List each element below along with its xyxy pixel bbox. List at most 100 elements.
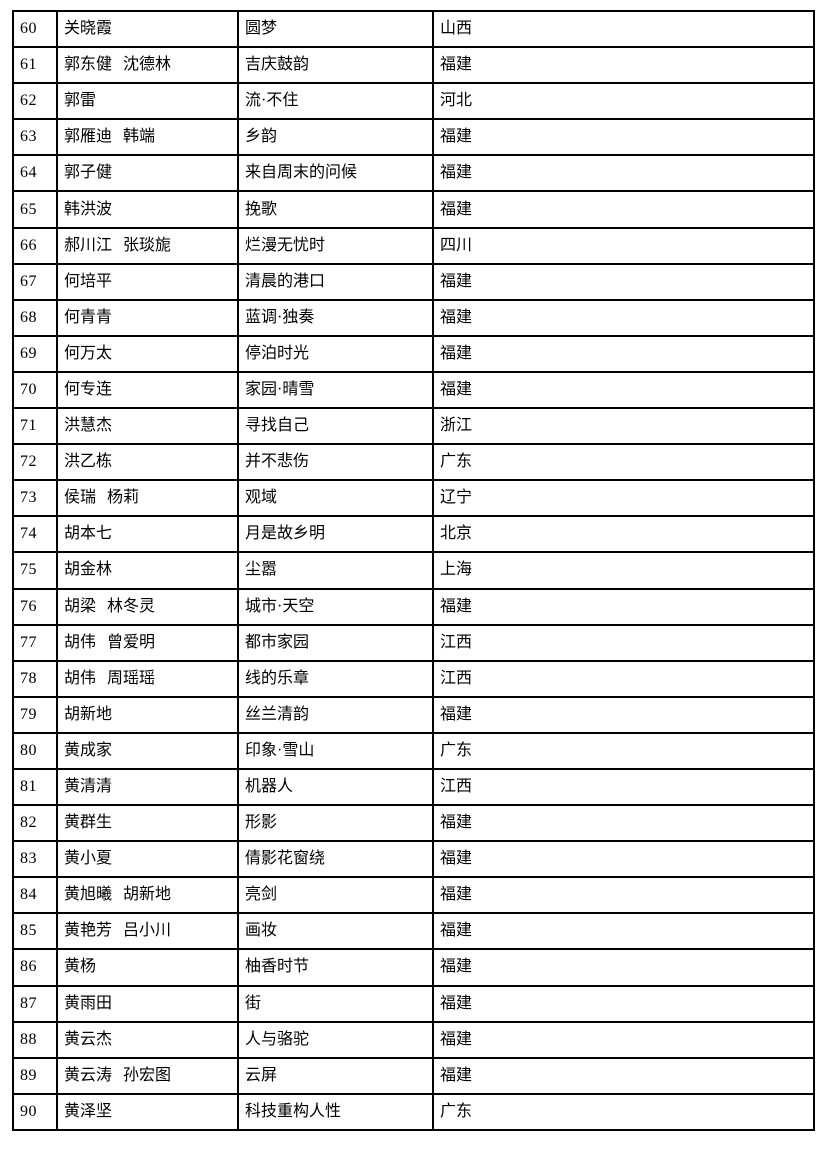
cell-number: 61 xyxy=(12,46,58,85)
cell-artwork-title: 云屏 xyxy=(237,1056,434,1095)
cell-artwork-title: 尘嚣 xyxy=(237,551,434,590)
cell-province: 福建 xyxy=(432,876,815,915)
cell-number: 68 xyxy=(12,298,58,337)
table-row: 77 胡伟 曾爱明 都市家园 江西 xyxy=(12,623,815,662)
table-row: 82 黄群生 形影 福建 xyxy=(12,804,815,843)
table-row: 64 郭子健 来自周末的问候 福建 xyxy=(12,154,815,193)
cell-number: 78 xyxy=(12,659,58,698)
cell-province: 山西 xyxy=(432,9,815,49)
cell-authors: 郭雁迪 韩端 xyxy=(56,118,239,157)
cell-artwork-title: 观域 xyxy=(237,479,434,518)
table-row: 70 何专连 家园·晴雪 福建 xyxy=(12,370,815,410)
cell-artwork-title: 画妆 xyxy=(237,912,434,951)
cell-authors: 韩洪波 xyxy=(56,190,239,229)
cell-province: 江西 xyxy=(432,767,815,807)
cell-province: 辽宁 xyxy=(432,479,815,518)
cell-artwork-title: 城市·天空 xyxy=(237,587,434,626)
table-row: 84 黄旭曦 胡新地 亮剑 福建 xyxy=(12,876,815,915)
table-row: 72 洪乙栋 并不悲伤 广东 xyxy=(12,443,815,482)
cell-province: 福建 xyxy=(432,190,815,229)
cell-number: 81 xyxy=(12,767,58,807)
table-row: 76 胡梁 林冬灵 城市·天空 福建 xyxy=(12,587,815,626)
cell-province: 福建 xyxy=(432,912,815,951)
cell-artwork-title: 寻找自己 xyxy=(237,407,434,446)
cell-number: 80 xyxy=(12,731,58,770)
cell-province: 四川 xyxy=(432,226,815,265)
cell-province: 浙江 xyxy=(432,407,815,446)
cell-province: 广东 xyxy=(432,1092,815,1132)
cell-province: 北京 xyxy=(432,515,815,554)
table-row: 75 胡金林 尘嚣 上海 xyxy=(12,551,815,590)
cell-number: 79 xyxy=(12,695,58,734)
cell-number: 72 xyxy=(12,443,58,482)
cell-artwork-title: 挽歌 xyxy=(237,190,434,229)
cell-authors: 黄清清 xyxy=(56,767,239,807)
cell-province: 福建 xyxy=(432,1056,815,1095)
cell-number: 84 xyxy=(12,876,58,915)
table-row: 89 黄云涛 孙宏图 云屏 福建 xyxy=(12,1056,815,1095)
cell-authors: 黄成家 xyxy=(56,731,239,770)
cell-artwork-title: 线的乐章 xyxy=(237,659,434,698)
cell-number: 88 xyxy=(12,1020,58,1059)
cell-province: 福建 xyxy=(432,262,815,301)
cell-province: 福建 xyxy=(432,46,815,85)
cell-province: 江西 xyxy=(432,659,815,698)
cell-number: 73 xyxy=(12,479,58,518)
cell-authors: 郭雷 xyxy=(56,82,239,121)
table-row: 71 洪慧杰 寻找自己 浙江 xyxy=(12,407,815,446)
cell-authors: 郭东健 沈德林 xyxy=(56,46,239,85)
cell-province: 福建 xyxy=(432,154,815,193)
cell-authors: 何培平 xyxy=(56,262,239,301)
table-row: 79 胡新地 丝兰清韵 福建 xyxy=(12,695,815,734)
cell-artwork-title: 科技重构人性 xyxy=(237,1092,434,1132)
cell-artwork-title: 街 xyxy=(237,984,434,1023)
cell-artwork-title: 蓝调·独奏 xyxy=(237,298,434,337)
cell-number: 69 xyxy=(12,334,58,373)
table-row: 73 侯瑞 杨莉 观域 辽宁 xyxy=(12,479,815,518)
cell-artwork-title: 丝兰清韵 xyxy=(237,695,434,734)
cell-authors: 黄云涛 孙宏图 xyxy=(56,1056,239,1095)
cell-authors: 胡金林 xyxy=(56,551,239,590)
table-row: 69 何万太 停泊时光 福建 xyxy=(12,334,815,373)
cell-authors: 黄泽坚 xyxy=(56,1092,239,1132)
cell-province: 福建 xyxy=(432,334,815,373)
cell-authors: 郭子健 xyxy=(56,154,239,193)
cell-number: 74 xyxy=(12,515,58,554)
cell-province: 福建 xyxy=(432,804,815,843)
cell-number: 83 xyxy=(12,840,58,879)
cell-artwork-title: 停泊时光 xyxy=(237,334,434,373)
cell-authors: 郝川江 张琰旎 xyxy=(56,226,239,265)
cell-authors: 黄杨 xyxy=(56,948,239,987)
cell-number: 60 xyxy=(12,9,58,49)
cell-authors: 何专连 xyxy=(56,370,239,410)
cell-artwork-title: 印象·雪山 xyxy=(237,731,434,770)
cell-number: 67 xyxy=(12,262,58,301)
table-row: 86 黄杨 柚香时节 福建 xyxy=(12,948,815,987)
cell-authors: 侯瑞 杨莉 xyxy=(56,479,239,518)
table-row: 74 胡本七 月是故乡明 北京 xyxy=(12,515,815,554)
table-row: 65 韩洪波 挽歌 福建 xyxy=(12,190,815,229)
cell-number: 90 xyxy=(12,1092,58,1132)
cell-number: 62 xyxy=(12,82,58,121)
cell-artwork-title: 月是故乡明 xyxy=(237,515,434,554)
cell-artwork-title: 来自周末的问候 xyxy=(237,154,434,193)
table-row: 60 关晓霞 圆梦 山西 xyxy=(12,9,815,49)
table-row: 85 黄艳芳 吕小川 画妆 福建 xyxy=(12,912,815,951)
cell-province: 上海 xyxy=(432,551,815,590)
cell-authors: 黄艳芳 吕小川 xyxy=(56,912,239,951)
cell-number: 82 xyxy=(12,804,58,843)
table-row: 66 郝川江 张琰旎 烂漫无忧时 四川 xyxy=(12,226,815,265)
cell-province: 福建 xyxy=(432,118,815,157)
cell-artwork-title: 人与骆驼 xyxy=(237,1020,434,1059)
cell-number: 71 xyxy=(12,407,58,446)
cell-number: 75 xyxy=(12,551,58,590)
cell-authors: 胡新地 xyxy=(56,695,239,734)
cell-province: 福建 xyxy=(432,984,815,1023)
cell-province: 江西 xyxy=(432,623,815,662)
cell-authors: 黄云杰 xyxy=(56,1020,239,1059)
cell-artwork-title: 家园·晴雪 xyxy=(237,370,434,410)
cell-authors: 关晓霞 xyxy=(56,9,239,49)
cell-artwork-title: 形影 xyxy=(237,804,434,843)
table-row: 88 黄云杰 人与骆驼 福建 xyxy=(12,1020,815,1059)
